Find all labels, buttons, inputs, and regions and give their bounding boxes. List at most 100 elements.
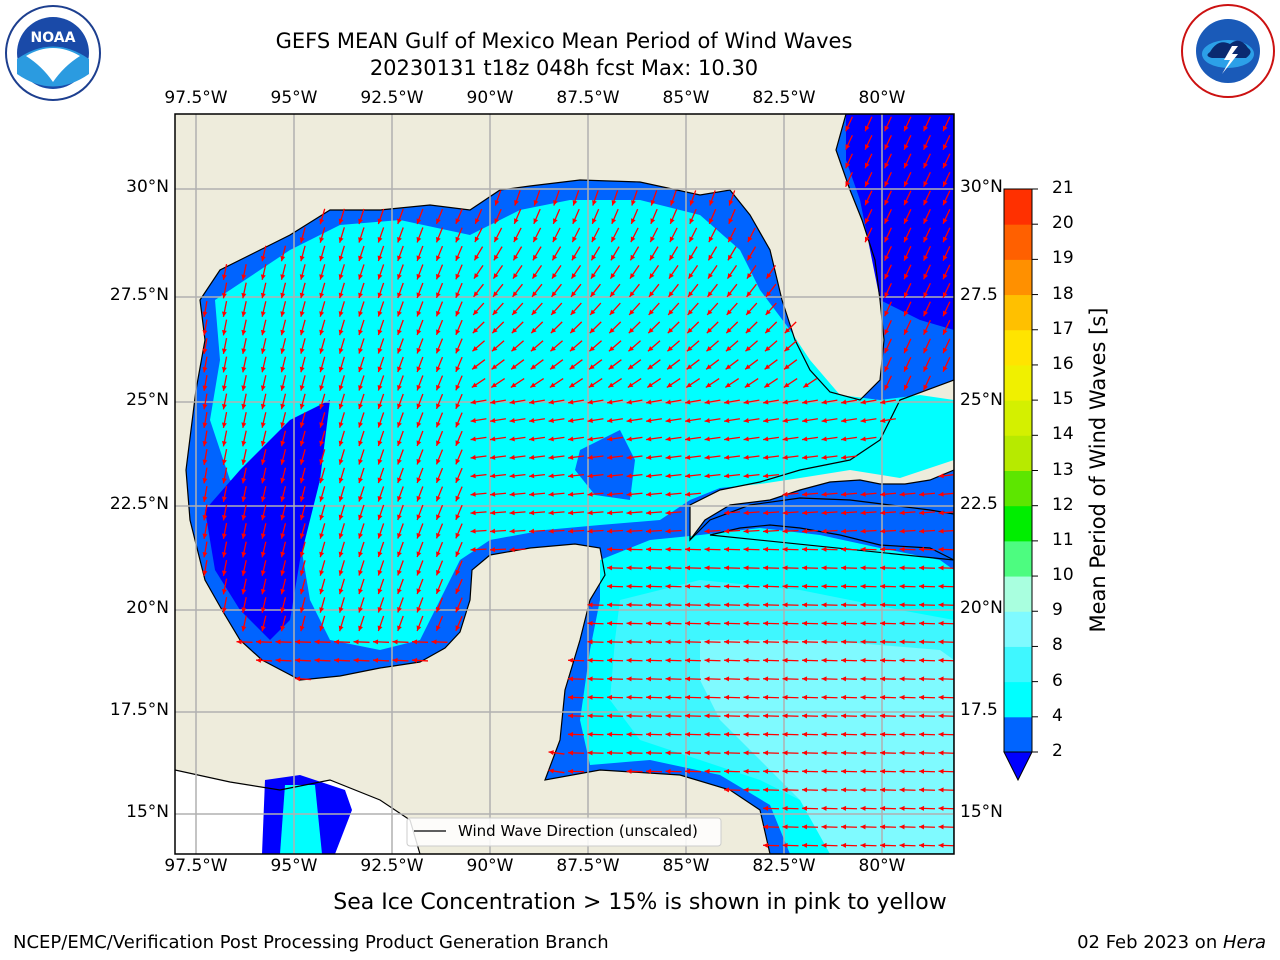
wave-arrow-icon <box>567 510 585 516</box>
wave-arrow-icon <box>338 301 345 317</box>
wave-arrow-icon <box>397 245 404 262</box>
wave-arrow-icon <box>626 731 643 737</box>
lon-label-bottom: 80°W <box>858 856 906 876</box>
wave-arrow-icon <box>723 528 741 534</box>
wave-arrow-icon <box>353 657 370 663</box>
wave-arrow-icon <box>567 657 585 663</box>
wave-arrow-icon <box>665 473 682 479</box>
wave-arrow-icon <box>606 583 624 589</box>
wave-arrow-icon <box>938 713 954 719</box>
wave-arrow-icon <box>649 246 659 261</box>
wave-arrow-icon <box>531 302 543 316</box>
wave-arrow-icon <box>319 245 326 262</box>
wave-arrow-icon <box>221 449 228 465</box>
wave-arrow-icon <box>397 208 404 225</box>
wave-arrow-icon <box>726 265 738 279</box>
wave-arrow-icon <box>626 768 643 774</box>
wave-arrow-icon <box>377 282 385 299</box>
wave-arrow-icon <box>470 547 487 553</box>
wave-arrow-icon <box>918 713 936 719</box>
wave-arrow-icon <box>923 153 931 169</box>
colorbar-extend-arrow-icon <box>1003 751 1033 782</box>
wave-arrow-icon <box>202 356 208 373</box>
wave-arrow-icon <box>782 565 799 571</box>
wave-arrow-icon <box>241 319 247 336</box>
wave-arrow-icon <box>684 546 702 552</box>
wave-arrow-icon <box>435 560 444 576</box>
wave-arrow-icon <box>763 378 779 388</box>
wave-arrow-icon <box>532 246 542 261</box>
lat-label-right: 30°N <box>960 177 1003 197</box>
wave-arrow-icon <box>626 546 643 552</box>
wave-arrow-icon <box>416 486 424 502</box>
wave-arrow-icon <box>782 583 799 589</box>
wave-arrow-icon <box>665 657 682 663</box>
wave-arrow-icon <box>724 378 740 388</box>
wave-arrow-icon <box>942 190 951 206</box>
wave-arrow-icon <box>511 340 524 352</box>
wave-arrow-icon <box>221 597 228 613</box>
wave-arrow-icon <box>860 750 877 756</box>
wave-arrow-icon <box>416 245 424 262</box>
wave-arrow-icon <box>743 565 760 571</box>
wave-arrow-icon <box>744 359 759 370</box>
wave-arrow-icon <box>528 454 546 460</box>
wave-arrow-icon <box>840 418 858 423</box>
wave-arrow-icon <box>923 338 931 354</box>
wave-arrow-icon <box>319 227 326 243</box>
wave-arrow-icon <box>687 265 699 279</box>
wave-arrow-icon <box>260 375 267 391</box>
wave-arrow-icon <box>260 467 267 484</box>
graticule <box>175 114 954 854</box>
wave-arrow-icon <box>762 565 780 571</box>
wave-arrow-icon <box>202 375 208 391</box>
wave-arrow-icon <box>802 378 818 388</box>
wave-arrow-icon <box>684 418 702 423</box>
lon-label-bottom: 92.5°W <box>360 856 424 876</box>
wave-arrow-icon <box>723 731 741 737</box>
wave-arrow-icon <box>704 436 721 442</box>
wave-arrow-icon <box>918 602 936 608</box>
wave-arrow-icon <box>377 227 385 243</box>
wave-arrow-icon <box>567 713 585 719</box>
wave-arrow-icon <box>472 321 485 334</box>
wave-arrow-icon <box>567 436 585 442</box>
wave-arrow-icon <box>377 541 385 558</box>
wave-arrow-icon <box>608 321 622 334</box>
wave-arrow-icon <box>372 639 390 645</box>
wave-arrow-icon <box>784 321 797 334</box>
legend-label: Wind Wave Direction (unscaled) <box>458 822 698 840</box>
wave-arrow-icon <box>567 473 585 479</box>
wave-arrow-icon <box>509 528 526 534</box>
wave-arrow-icon <box>645 473 663 479</box>
wave-arrow-icon <box>548 399 565 405</box>
wave-arrow-icon <box>491 321 505 334</box>
wave-arrow-icon <box>567 694 585 700</box>
wave-arrow-icon <box>567 676 585 682</box>
wave-arrow-icon <box>202 467 208 484</box>
lon-label-top: 97.5°W <box>164 88 228 108</box>
wave-arrow-icon <box>530 359 544 370</box>
wave-arrow-icon <box>626 528 643 534</box>
wave-arrow-icon <box>801 418 819 423</box>
wave-arrow-icon <box>646 399 662 405</box>
wave-arrow-icon <box>358 560 365 576</box>
wave-arrow-icon <box>255 639 273 645</box>
wave-arrow-icon <box>884 116 892 132</box>
wave-arrow-icon <box>606 491 624 497</box>
wave-arrow-icon <box>762 731 780 737</box>
wave-arrow-icon <box>840 713 858 719</box>
wave-arrow-icon <box>708 227 717 243</box>
wave-arrow-icon <box>821 842 838 848</box>
wave-arrow-icon <box>549 359 564 370</box>
wave-arrow-icon <box>358 375 365 391</box>
wave-arrow-icon <box>455 578 463 595</box>
wave-arrow-icon <box>783 359 798 370</box>
wave-arrow-icon <box>513 208 522 225</box>
wave-arrow-icon <box>509 418 526 423</box>
wave-arrow-icon <box>435 449 444 465</box>
wave-arrow-icon <box>840 805 858 811</box>
wave-arrow-icon <box>587 491 604 497</box>
wave-arrow-icon <box>899 842 916 848</box>
wave-arrow-icon <box>280 541 287 558</box>
